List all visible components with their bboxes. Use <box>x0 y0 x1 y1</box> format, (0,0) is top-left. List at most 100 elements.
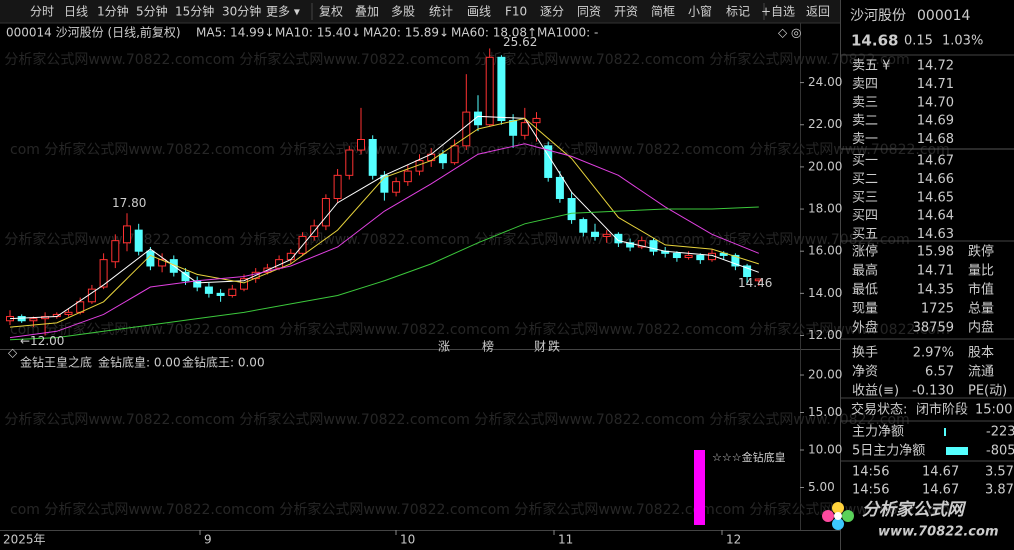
candle-body <box>474 111 482 126</box>
book-label: 卖二 <box>852 114 878 129</box>
candle-body <box>626 242 635 248</box>
ma-line <box>9 143 759 339</box>
candle-body <box>111 240 120 263</box>
toolbar-button[interactable]: 15分钟 <box>175 4 214 19</box>
price-change-pct: 1.03% <box>942 34 983 49</box>
stat-value: 38759 <box>913 321 954 336</box>
logo-petal <box>822 510 834 522</box>
toolbar-button[interactable]: 日线 <box>64 5 88 19</box>
y-tick-label: 22.00 <box>808 117 842 131</box>
book-price: 14.66 <box>917 172 954 187</box>
book-price: 14.71 <box>917 77 954 92</box>
candle-body <box>684 254 693 259</box>
toolbar-button[interactable]: 简框 <box>651 5 675 19</box>
stat-label: 总量 <box>968 302 994 317</box>
toolbar-button[interactable]: 逐分 <box>540 5 564 19</box>
candle-body <box>403 170 412 183</box>
toolbar-button[interactable]: +自选 <box>761 5 795 19</box>
legend-entry: MA10: 15.40↓ <box>275 26 361 40</box>
logo-center <box>834 512 842 520</box>
stat-label: 收益(≡) <box>852 384 899 399</box>
book-price: 14.68 <box>917 132 954 147</box>
logo: 分析家公式网 www.70822.com <box>822 500 999 540</box>
toolbar-button[interactable]: 标记 <box>726 5 750 19</box>
stat-label: 现量 <box>852 302 878 317</box>
stat-value: -0.130 <box>912 384 954 399</box>
toolbar <box>0 0 840 23</box>
stock-code: 000014 <box>917 8 971 24</box>
toolbar-button[interactable]: 30分钟 <box>222 4 261 19</box>
legend-entry: MA20: 15.89↓ <box>363 26 449 40</box>
candle-body <box>602 233 611 237</box>
panel-icon[interactable]: ◇ ◎ <box>778 26 802 40</box>
candle-body <box>743 265 752 278</box>
candle-body <box>450 145 459 164</box>
y-tick-label: 18.00 <box>808 202 842 216</box>
book-label: 卖三 <box>852 95 878 110</box>
candle-body <box>485 56 494 126</box>
toolbar-button[interactable]: 分时 <box>30 5 54 19</box>
watermark: com 分析家公式网www.70822.com <box>675 411 910 428</box>
book-price: 14.69 <box>917 114 954 129</box>
stat-value: 6.57 <box>925 365 954 380</box>
toolbar-button[interactable]: 更多 ▾ <box>266 5 300 19</box>
stat-label: 涨停 <box>852 244 878 260</box>
candle-body <box>228 288 237 296</box>
ma-line <box>9 206 759 341</box>
legend-entry: 金钻底皇: 0.00 <box>98 355 181 370</box>
price-change: 0.15 <box>904 34 933 49</box>
legend-entry: 金钻底王: 0.00 <box>182 355 265 370</box>
toolbar-button[interactable]: 叠加 <box>355 5 379 19</box>
event-tag[interactable]: 涨 <box>438 339 450 354</box>
candle-body <box>731 254 740 267</box>
stat-label: 外盘 <box>852 320 878 336</box>
toolbar-button[interactable]: 统计 <box>429 5 453 19</box>
stat-label: 跌停 <box>968 244 994 260</box>
y-tick-label: 24.00 <box>808 75 842 89</box>
legend-entry: MA1000: - <box>537 26 598 40</box>
watermark: com 分析家公式网www.70822.com <box>675 231 910 248</box>
book-price: 14.72 <box>917 59 954 74</box>
bar <box>694 449 705 525</box>
flow-label: 5日主力净额 <box>852 444 925 459</box>
watermark: com 分析家公式网www.70822.com <box>440 411 675 428</box>
toolbar-button[interactable]: 小窗 <box>688 5 712 19</box>
annotation: 14.46 <box>738 276 772 290</box>
candle-body <box>64 311 73 315</box>
stat-label: 量比 <box>968 264 994 279</box>
chart-title: 000014 沙河股份 (日线,前复权) <box>6 25 181 40</box>
stat-value: 14.35 <box>917 283 954 298</box>
x-tick-label: 2025年 <box>3 533 46 547</box>
event-tag[interactable]: 榜 <box>482 339 494 354</box>
y-tick-label: 12.00 <box>808 328 842 342</box>
event-tag[interactable]: 跌 <box>548 339 560 354</box>
toolbar-button[interactable]: 复权 <box>319 5 343 19</box>
toolbar-button[interactable]: 多股 <box>391 5 415 19</box>
candle-body <box>99 259 108 288</box>
toolbar-button[interactable]: 返回 <box>806 5 830 19</box>
toolbar-button[interactable]: 1分钟 <box>97 4 129 19</box>
toolbar-button[interactable]: 开资 <box>614 5 638 19</box>
event-tag[interactable]: 财 <box>534 340 546 354</box>
trade-status: 15:00 <box>975 403 1012 418</box>
watermark: com 分析家公式网www.70822.com <box>480 321 715 338</box>
watermark: com 分析家公式网www.70822.com <box>440 51 675 68</box>
toolbar-button[interactable]: 5分钟 <box>136 4 168 19</box>
toolbar-button[interactable]: 同资 <box>577 5 601 19</box>
book-price: 14.67 <box>917 154 954 169</box>
candle-body <box>123 225 131 244</box>
flow-value: -805 <box>986 444 1014 459</box>
book-label: 买三 <box>852 190 878 205</box>
logo-petal <box>832 518 844 530</box>
flow-label: 主力净额 <box>852 425 904 440</box>
toolbar-button[interactable]: 画线 <box>467 5 491 19</box>
annotation: ←12.00 <box>20 334 64 348</box>
candle-body <box>345 149 354 176</box>
candle-body <box>134 229 143 252</box>
toolbar-button[interactable]: F10 <box>505 5 527 19</box>
candle-body <box>532 117 541 124</box>
watermark: com 分析家公式网www.70822.com <box>715 141 950 158</box>
watermark: com 分析家公式网www.70822.com <box>715 321 950 338</box>
book-price: 14.64 <box>917 209 954 224</box>
ma-line <box>9 117 759 328</box>
